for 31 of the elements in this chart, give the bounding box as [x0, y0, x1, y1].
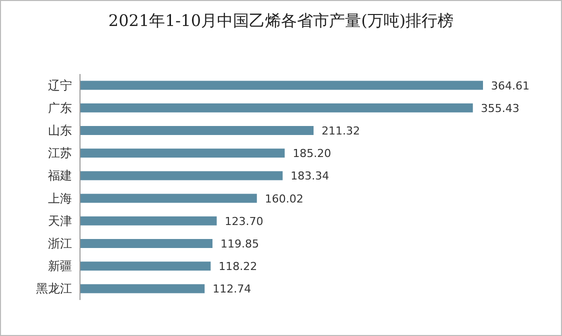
data-label: 118.22	[218, 260, 258, 274]
bar	[80, 80, 483, 90]
y-tick-label: 浙江	[48, 236, 72, 250]
bar	[80, 284, 205, 294]
bar	[80, 262, 211, 271]
chart-title: 2021年1-10月中国乙烯各省市产量(万吨)排行榜	[108, 11, 454, 30]
y-tick-label: 新疆	[48, 259, 72, 274]
data-label: 185.20	[292, 147, 332, 160]
bar	[80, 171, 283, 180]
bar	[80, 216, 217, 226]
bar	[80, 148, 285, 158]
bar	[80, 126, 314, 135]
data-label: 364.61	[491, 79, 530, 92]
bar	[80, 194, 257, 203]
y-tick-label: 上海	[48, 191, 72, 206]
y-tick-label: 辽宁	[48, 78, 72, 92]
data-label: 123.70	[224, 214, 264, 228]
data-label: 112.74	[212, 282, 252, 296]
y-tick-label: 山东	[48, 124, 72, 138]
data-label: 119.85	[220, 238, 259, 250]
y-tick-label: 黑龙江	[36, 282, 72, 296]
data-label: 183.34	[290, 170, 330, 183]
data-label: 211.32	[322, 124, 360, 138]
y-tick-label: 福建	[48, 168, 72, 183]
y-tick-label: 天津	[48, 214, 72, 228]
y-tick-label: 江苏	[48, 146, 72, 160]
data-label: 160.02	[264, 192, 304, 206]
y-tick-label: 广东	[48, 100, 72, 115]
data-label: 355.43	[480, 102, 520, 115]
bar	[80, 103, 473, 112]
bar	[80, 239, 212, 248]
